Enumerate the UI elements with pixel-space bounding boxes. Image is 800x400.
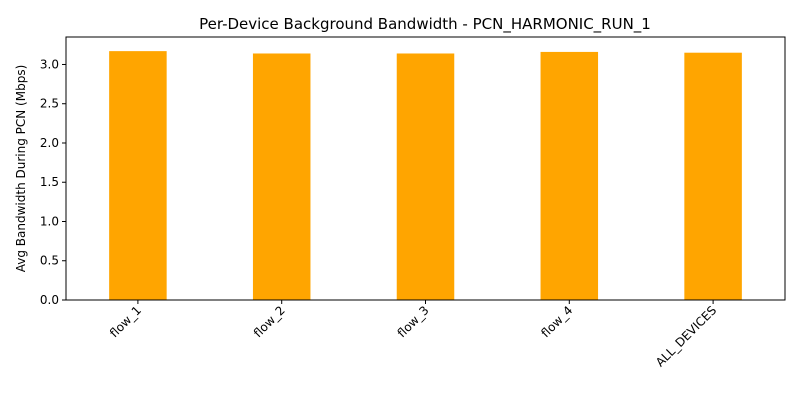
x-ticks-group: flow_1 flow_2 flow_3 flow_4 ALL_DEVICES: [107, 300, 719, 370]
y-tick-label: 1.0: [40, 214, 59, 228]
y-tick-label: 0.0: [40, 293, 59, 307]
y-tick-label: 3.0: [40, 57, 59, 71]
x-tick-label: flow_2: [251, 303, 288, 340]
y-tick-label: 0.5: [40, 254, 59, 268]
y-tick-label: 1.5: [40, 175, 59, 189]
y-ticks-group: 0.0 0.5 1.0 1.5 2.0 2.5 3.0: [40, 57, 66, 307]
y-axis-label: Avg Bandwidth During PCN (Mbps): [14, 65, 28, 273]
bar-flow_4: [540, 51, 599, 301]
chart-title: Per-Device Background Bandwidth - PCN_HA…: [199, 15, 651, 34]
bar-flow_3: [396, 53, 455, 300]
y-tick-label: 2.0: [40, 136, 59, 150]
bar-flow_1: [109, 51, 167, 300]
x-tick-label: ALL_DEVICES: [653, 303, 719, 369]
bar-all_devices: [684, 52, 742, 300]
x-tick-label: flow_1: [107, 303, 144, 340]
x-tick-label: flow_4: [538, 303, 575, 340]
y-tick-label: 2.5: [40, 97, 59, 111]
bars-group: [109, 51, 742, 301]
bar-flow_2: [252, 53, 311, 300]
x-tick-label: flow_3: [395, 303, 432, 340]
plot-frame: [65, 36, 786, 301]
